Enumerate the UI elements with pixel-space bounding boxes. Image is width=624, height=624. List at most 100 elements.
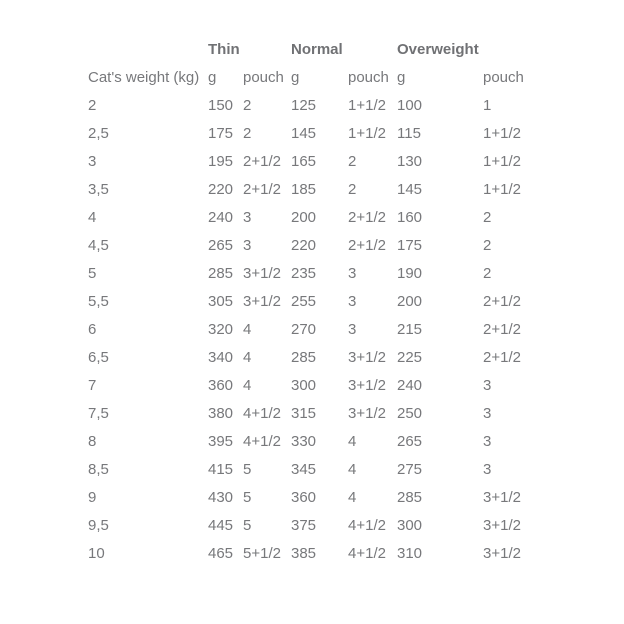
table-row: 10 465 5+1/2 385 4+1/2 310 3+1/2: [88, 540, 548, 568]
cell-normal-pouch: 2: [348, 153, 357, 170]
cell-thin-g: 340: [208, 349, 234, 366]
table-row: 3 195 2+1/2 165 2 130 1+1/2: [88, 148, 548, 176]
cell-thin-g: 380: [208, 405, 234, 422]
feeding-guide-table: Thin Normal Overweight Cat's weight (kg)…: [88, 36, 548, 568]
cell-normal-g: 145: [291, 125, 317, 142]
table-row: 7 360 4 300 3+1/2 240 3: [88, 372, 548, 400]
cell-overweight-pouch: 1+1/2: [483, 153, 521, 170]
cell-weight: 2,5: [88, 125, 109, 142]
cell-normal-g: 385: [291, 545, 317, 562]
cell-weight: 8: [88, 433, 97, 450]
cell-normal-pouch: 4+1/2: [348, 517, 386, 534]
cell-overweight-pouch: 2+1/2: [483, 321, 521, 338]
column-header-row: Cat's weight (kg) g pouch g pouch g pouc…: [88, 64, 548, 92]
cell-overweight-pouch: 1+1/2: [483, 181, 521, 198]
cell-normal-g: 270: [291, 321, 317, 338]
column-header-overweight-pouch: pouch: [483, 69, 524, 86]
cell-normal-g: 185: [291, 181, 317, 198]
cell-overweight-pouch: 3+1/2: [483, 545, 521, 562]
cell-normal-pouch: 1+1/2: [348, 125, 386, 142]
table-row: 4,5 265 3 220 2+1/2 175 2: [88, 232, 548, 260]
cell-weight: 7: [88, 377, 97, 394]
cell-normal-pouch: 2+1/2: [348, 209, 386, 226]
cell-thin-g: 415: [208, 461, 234, 478]
cell-weight: 9,5: [88, 517, 109, 534]
cell-thin-g: 320: [208, 321, 234, 338]
cell-overweight-pouch: 2: [483, 237, 492, 254]
cell-normal-pouch: 4: [348, 461, 357, 478]
cell-weight: 4: [88, 209, 97, 226]
table-row: 9 430 5 360 4 285 3+1/2: [88, 484, 548, 512]
cell-normal-g: 360: [291, 489, 317, 506]
cell-overweight-g: 300: [397, 517, 423, 534]
cell-thin-pouch: 4: [243, 321, 252, 338]
cell-overweight-g: 240: [397, 377, 423, 394]
cell-overweight-pouch: 1: [483, 97, 492, 114]
cell-normal-g: 375: [291, 517, 317, 534]
cell-overweight-pouch: 3: [483, 405, 492, 422]
cell-thin-pouch: 4+1/2: [243, 433, 281, 450]
cell-overweight-g: 190: [397, 265, 423, 282]
group-header-thin: Thin: [208, 41, 240, 58]
cell-normal-g: 285: [291, 349, 317, 366]
cell-thin-pouch: 3: [243, 237, 252, 254]
column-header-thin-pouch: pouch: [243, 69, 284, 86]
cell-weight: 3: [88, 153, 97, 170]
cell-normal-g: 200: [291, 209, 317, 226]
cell-weight: 6: [88, 321, 97, 338]
cell-weight: 7,5: [88, 405, 109, 422]
cell-normal-pouch: 2+1/2: [348, 237, 386, 254]
table-row: 6 320 4 270 3 215 2+1/2: [88, 316, 548, 344]
cell-thin-pouch: 2+1/2: [243, 181, 281, 198]
table-row: 5 285 3+1/2 235 3 190 2: [88, 260, 548, 288]
cell-thin-pouch: 2: [243, 125, 252, 142]
cell-normal-g: 220: [291, 237, 317, 254]
cell-overweight-pouch: 2+1/2: [483, 349, 521, 366]
cell-overweight-pouch: 3+1/2: [483, 517, 521, 534]
cell-thin-g: 465: [208, 545, 234, 562]
cell-thin-pouch: 5: [243, 489, 252, 506]
cell-thin-g: 220: [208, 181, 234, 198]
cell-thin-pouch: 5: [243, 461, 252, 478]
column-header-normal-pouch: pouch: [348, 69, 389, 86]
cell-overweight-pouch: 3: [483, 433, 492, 450]
cell-overweight-g: 115: [397, 125, 421, 142]
cell-normal-pouch: 4+1/2: [348, 545, 386, 562]
cell-thin-g: 445: [208, 517, 234, 534]
cell-thin-g: 195: [208, 153, 234, 170]
table-row: 5,5 305 3+1/2 255 3 200 2+1/2: [88, 288, 548, 316]
cell-overweight-pouch: 3+1/2: [483, 489, 521, 506]
cell-normal-g: 345: [291, 461, 317, 478]
cell-weight: 3,5: [88, 181, 109, 198]
cell-weight: 10: [88, 545, 105, 562]
table-row: 2 150 2 125 1+1/2 100 1: [88, 92, 548, 120]
cell-thin-pouch: 5: [243, 517, 252, 534]
cell-overweight-pouch: 2: [483, 209, 492, 226]
cell-overweight-pouch: 3: [483, 377, 492, 394]
cell-weight: 8,5: [88, 461, 109, 478]
cell-thin-g: 360: [208, 377, 234, 394]
cell-weight: 9: [88, 489, 97, 506]
cell-overweight-g: 145: [397, 181, 423, 198]
cell-thin-pouch: 5+1/2: [243, 545, 281, 562]
table-row: 6,5 340 4 285 3+1/2 225 2+1/2: [88, 344, 548, 372]
cell-normal-pouch: 2: [348, 181, 357, 198]
cell-thin-g: 150: [208, 97, 234, 114]
cell-normal-pouch: 3: [348, 321, 357, 338]
cell-weight: 5: [88, 265, 97, 282]
cell-overweight-pouch: 1+1/2: [483, 125, 521, 142]
cell-overweight-g: 215: [397, 321, 423, 338]
cell-thin-g: 395: [208, 433, 234, 450]
cell-overweight-pouch: 3: [483, 461, 492, 478]
group-header-overweight: Overweight: [397, 41, 479, 58]
cell-overweight-g: 310: [397, 545, 423, 562]
table-row: 8 395 4+1/2 330 4 265 3: [88, 428, 548, 456]
column-header-weight: Cat's weight (kg): [88, 69, 200, 86]
cell-thin-g: 175: [208, 125, 234, 142]
cell-thin-pouch: 3+1/2: [243, 265, 281, 282]
cell-thin-pouch: 2: [243, 97, 252, 114]
table-row: 7,5 380 4+1/2 315 3+1/2 250 3: [88, 400, 548, 428]
cell-overweight-g: 100: [397, 97, 423, 114]
column-header-thin-grams: g: [208, 69, 217, 86]
cell-normal-g: 330: [291, 433, 317, 450]
